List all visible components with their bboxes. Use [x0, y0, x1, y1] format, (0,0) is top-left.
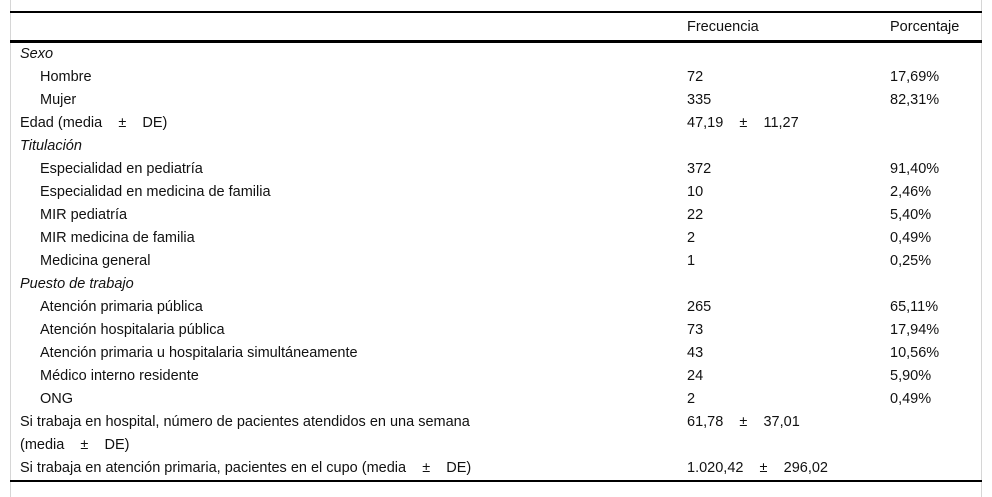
- percentage-value: 82,31%: [890, 92, 940, 108]
- frequency-value: 372: [687, 161, 712, 177]
- table-row-ong: ONG 2 0,49%: [10, 388, 982, 411]
- table-row-pacientes-hospital: Si trabaja en hospital, número de pacien…: [10, 411, 982, 457]
- frequency-value: 47,19 ± 11,27: [687, 115, 799, 131]
- table-row-sexo: Sexo: [10, 43, 982, 66]
- frequency-value: 335: [687, 92, 712, 108]
- frequency-value: 73: [687, 322, 704, 338]
- frequency-value: 61,78 ± 37,01: [687, 414, 800, 430]
- table-bottom-border: [10, 480, 982, 482]
- table-header-row: Frecuencia Porcentaje: [10, 13, 982, 40]
- frequency-value: 265: [687, 299, 712, 315]
- statistics-table: Frecuencia Porcentaje Sexo Hombre 72 17,…: [10, 11, 982, 482]
- table-row-pacientes-cupo: Si trabaja en atención primaria, pacient…: [10, 457, 982, 480]
- column-header-percentage: Porcentaje: [890, 18, 960, 35]
- row-label: MIR pediatría: [40, 207, 128, 223]
- row-label: Hombre: [40, 69, 92, 85]
- table-row-edad: Edad (media ± DE) 47,19 ± 11,27: [10, 112, 982, 135]
- table-row-especialidad-familia: Especialidad en medicina de familia 10 2…: [10, 181, 982, 204]
- percentage-value: 0,25%: [890, 253, 932, 269]
- table-row-hombre: Hombre 72 17,69%: [10, 66, 982, 89]
- percentage-value: 0,49%: [890, 391, 932, 407]
- frequency-value: 1.020,42 ± 296,02: [687, 460, 828, 476]
- table-row-atencion-simultanea: Atención primaria u hospitalaria simultá…: [10, 342, 982, 365]
- row-label: Sexo: [20, 46, 54, 62]
- percentage-value: 17,69%: [890, 69, 940, 85]
- percentage-value: 5,90%: [890, 368, 932, 384]
- row-label: Puesto de trabajo: [20, 276, 134, 292]
- percentage-value: 2,46%: [890, 184, 932, 200]
- row-label: Atención hospitalaria pública: [40, 322, 225, 338]
- table-top-border: [10, 11, 982, 13]
- table-row-mujer: Mujer 335 82,31%: [10, 89, 982, 112]
- frequency-value: 72: [687, 69, 704, 85]
- table-right-edge-line: [981, 0, 982, 497]
- row-label: Especialidad en pediatría: [40, 161, 203, 177]
- row-label: Especialidad en medicina de familia: [40, 184, 271, 200]
- table-row-medico-interno: Médico interno residente 24 5,90%: [10, 365, 982, 388]
- table-row-especialidad-pediatria: Especialidad en pediatría 372 91,40%: [10, 158, 982, 181]
- row-label: Si trabaja en atención primaria, pacient…: [20, 460, 472, 476]
- table-row-titulacion: Titulación: [10, 135, 982, 158]
- percentage-value: 91,40%: [890, 161, 940, 177]
- table-row-atencion-primaria: Atención primaria pública 265 65,11%: [10, 296, 982, 319]
- row-label: Edad (media ± DE): [20, 115, 168, 131]
- table-row-medicina-general: Medicina general 1 0,25%: [10, 250, 982, 273]
- row-label: Atención primaria pública: [40, 299, 203, 315]
- frequency-value: 2: [687, 230, 696, 246]
- table-row-mir-pediatria: MIR pediatría 22 5,40%: [10, 204, 982, 227]
- row-label: Atención primaria u hospitalaria simultá…: [40, 345, 358, 361]
- frequency-value: 2: [687, 391, 696, 407]
- row-label: Si trabaja en hospital, número de pacien…: [20, 414, 470, 453]
- table-left-edge-line: [10, 0, 11, 497]
- frequency-value: 24: [687, 368, 704, 384]
- percentage-value: 65,11%: [890, 299, 939, 315]
- percentage-value: 5,40%: [890, 207, 932, 223]
- percentage-value: 0,49%: [890, 230, 932, 246]
- table-header-separator: [10, 40, 982, 43]
- column-header-frequency: Frecuencia: [687, 18, 759, 35]
- row-label: Titulación: [20, 138, 82, 154]
- frequency-value: 10: [687, 184, 704, 200]
- percentage-value: 10,56%: [890, 345, 940, 361]
- row-label: Medicina general: [40, 253, 151, 269]
- row-label: MIR medicina de familia: [40, 230, 195, 246]
- table-row-puesto-trabajo: Puesto de trabajo: [10, 273, 982, 296]
- frequency-value: 1: [687, 253, 696, 269]
- table-row-mir-familia: MIR medicina de familia 2 0,49%: [10, 227, 982, 250]
- table-row-atencion-hospitalaria: Atención hospitalaria pública 73 17,94%: [10, 319, 982, 342]
- frequency-value: 22: [687, 207, 704, 223]
- percentage-value: 17,94%: [890, 322, 940, 338]
- frequency-value: 43: [687, 345, 704, 361]
- row-label: Mujer: [40, 92, 77, 108]
- row-label: Médico interno residente: [40, 368, 199, 384]
- row-label: ONG: [40, 391, 74, 407]
